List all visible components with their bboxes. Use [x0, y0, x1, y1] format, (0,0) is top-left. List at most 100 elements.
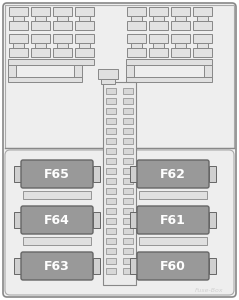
FancyBboxPatch shape	[137, 206, 209, 234]
Text: F64: F64	[44, 214, 70, 226]
Bar	[197, 43, 208, 48]
Bar	[98, 69, 118, 79]
Bar	[53, 21, 72, 30]
Bar	[153, 43, 164, 48]
Bar	[106, 168, 116, 174]
Bar	[171, 34, 190, 43]
Bar	[9, 48, 28, 57]
Bar	[93, 258, 100, 274]
Bar	[209, 166, 216, 182]
Bar	[31, 34, 50, 43]
Bar	[127, 7, 146, 16]
Bar	[149, 34, 168, 43]
Bar	[8, 65, 16, 77]
Text: F61: F61	[160, 214, 186, 226]
Bar	[123, 138, 133, 144]
Bar	[8, 59, 94, 65]
Bar	[23, 191, 91, 199]
Bar	[106, 258, 116, 264]
Bar	[149, 21, 168, 30]
Bar	[53, 48, 72, 57]
Bar	[171, 48, 190, 57]
Bar	[106, 88, 116, 94]
Bar	[75, 21, 94, 30]
Bar	[123, 238, 133, 244]
Bar	[127, 34, 146, 43]
Bar	[106, 108, 116, 114]
Bar	[8, 77, 82, 82]
Bar	[101, 79, 115, 84]
Bar	[79, 16, 90, 21]
Bar	[14, 258, 21, 274]
Bar	[106, 248, 116, 254]
FancyBboxPatch shape	[5, 150, 234, 295]
Bar	[35, 16, 46, 21]
Bar	[106, 118, 116, 124]
Bar	[123, 128, 133, 134]
Bar	[130, 212, 137, 228]
Bar	[153, 16, 164, 21]
Bar	[123, 98, 133, 104]
Bar	[5, 5, 234, 148]
Bar	[13, 16, 24, 21]
FancyBboxPatch shape	[137, 252, 209, 280]
Bar	[106, 268, 116, 274]
Bar	[175, 43, 186, 48]
Bar	[123, 248, 133, 254]
Bar	[123, 108, 133, 114]
Bar	[197, 16, 208, 21]
FancyBboxPatch shape	[21, 206, 93, 234]
Bar	[103, 82, 136, 285]
Bar	[171, 7, 190, 16]
Bar	[31, 48, 50, 57]
Bar	[75, 48, 94, 57]
Text: F60: F60	[160, 260, 186, 272]
Bar	[9, 34, 28, 43]
Bar	[149, 48, 168, 57]
Bar	[106, 198, 116, 204]
Bar	[193, 48, 212, 57]
Bar	[53, 7, 72, 16]
Bar	[193, 7, 212, 16]
Bar	[106, 178, 116, 184]
FancyBboxPatch shape	[21, 252, 93, 280]
Bar	[123, 118, 133, 124]
Bar	[106, 188, 116, 194]
Bar	[209, 258, 216, 274]
Bar	[106, 208, 116, 214]
Bar	[106, 158, 116, 164]
Bar	[126, 59, 212, 65]
Text: Fuse-Box: Fuse-Box	[195, 287, 223, 292]
Bar	[123, 228, 133, 234]
Bar	[123, 148, 133, 154]
Bar	[106, 98, 116, 104]
Bar	[106, 148, 116, 154]
Bar	[57, 16, 68, 21]
Bar	[75, 34, 94, 43]
Bar	[123, 208, 133, 214]
Text: F63: F63	[44, 260, 70, 272]
Bar	[57, 43, 68, 48]
Bar	[106, 128, 116, 134]
Bar	[139, 191, 207, 199]
Bar	[74, 65, 82, 77]
Bar	[123, 198, 133, 204]
Bar	[31, 21, 50, 30]
FancyBboxPatch shape	[3, 3, 236, 297]
Bar	[209, 212, 216, 228]
Bar	[123, 178, 133, 184]
Bar	[93, 166, 100, 182]
Bar	[123, 158, 133, 164]
Bar	[131, 16, 142, 21]
Bar	[127, 48, 146, 57]
Bar	[123, 188, 133, 194]
Bar	[193, 34, 212, 43]
Bar	[130, 166, 137, 182]
Bar	[171, 21, 190, 30]
Bar	[75, 7, 94, 16]
Bar	[23, 237, 91, 245]
Bar	[126, 77, 212, 82]
Bar	[79, 43, 90, 48]
Bar	[9, 7, 28, 16]
Text: F65: F65	[44, 167, 70, 181]
